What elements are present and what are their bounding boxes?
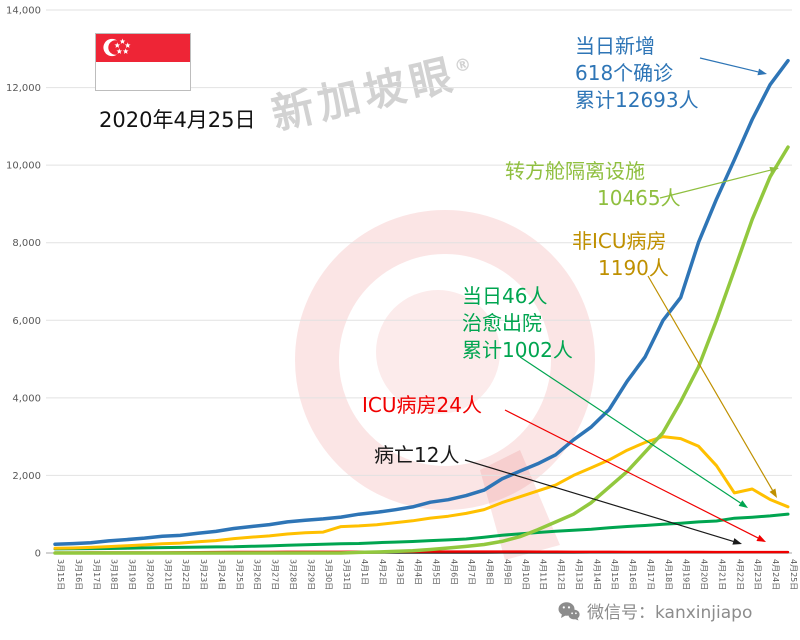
svg-text:4月23日: 4月23日 (753, 559, 762, 590)
annotation-line: 618个确诊 (575, 61, 674, 85)
svg-text:4月17日: 4月17日 (646, 559, 655, 590)
annotation-non-icu-ward: 非ICU病房 1190人 (572, 228, 669, 282)
svg-text:4月11日: 4月11日 (539, 559, 548, 590)
wechat-footer: 微信号：kanxinjiapo (558, 598, 752, 623)
annotation-isolation-facility: 转方舱隔离设施 10465人 (505, 158, 681, 212)
svg-text:4月16日: 4月16日 (628, 559, 637, 590)
annotation-confirmed-cases: 当日新增 618个确诊 累计12693人 (575, 33, 699, 114)
annotation-arrows (464, 57, 779, 545)
annotation-line: 治愈出院 (462, 311, 542, 335)
svg-text:3月25日: 3月25日 (235, 559, 244, 590)
svg-text:4月21日: 4月21日 (717, 559, 726, 590)
svg-text:4月19日: 4月19日 (682, 559, 691, 590)
svg-text:4月6日: 4月6日 (449, 559, 458, 585)
svg-text:4月12日: 4月12日 (557, 559, 566, 590)
series-lines (53, 58, 790, 555)
svg-text:4月2日: 4月2日 (378, 559, 387, 585)
svg-text:4月10日: 4月10日 (521, 559, 530, 590)
x-axis-labels: 3月15日 3月16日 3月17日 3月18日 3月19日 3月20日 3月21日 3月22日… (56, 559, 798, 590)
svg-text:4月3日: 4月3日 (396, 559, 405, 585)
annotation-line: 1190人 (598, 256, 669, 280)
svg-text:4月24日: 4月24日 (771, 559, 780, 590)
svg-text:4月5日: 4月5日 (431, 559, 440, 585)
annotation-line: 非ICU病房 (572, 229, 667, 253)
singapore-flag-icon (95, 33, 191, 91)
annotation-line: 累计1002人 (462, 338, 573, 362)
annotation-line: 当日新增 (575, 34, 655, 58)
annotation-discharged: 当日46人 治愈出院 累计1002人 (462, 283, 573, 364)
svg-text:4月4日: 4月4日 (414, 559, 423, 585)
svg-text:3月26日: 3月26日 (253, 559, 262, 590)
svg-text:8,000: 8,000 (12, 238, 41, 249)
annotation-line: ICU病房24人 (362, 393, 482, 417)
svg-text:3月21日: 3月21日 (163, 559, 172, 590)
wechat-icon (558, 601, 580, 620)
svg-text:3月24日: 3月24日 (217, 559, 226, 590)
annotation-icu-ward: ICU病房24人 (362, 392, 482, 419)
date-label: 2020年4月25日 (99, 108, 256, 132)
svg-text:4月18日: 4月18日 (664, 559, 673, 590)
svg-text:3月15日: 3月15日 (56, 559, 65, 590)
annotation-line: 转方舱隔离设施 (505, 159, 645, 183)
svg-text:4月20日: 4月20日 (700, 559, 709, 590)
annotation-line: 当日46人 (462, 284, 548, 308)
svg-text:4月8日: 4月8日 (485, 559, 494, 585)
svg-text:3月31日: 3月31日 (342, 559, 351, 590)
svg-text:3月27日: 3月27日 (271, 559, 280, 590)
svg-text:3月17日: 3月17日 (92, 559, 101, 590)
svg-text:3月22日: 3月22日 (181, 559, 190, 590)
annotation-line: 10465人 (597, 186, 681, 210)
series-isolation (53, 145, 790, 555)
svg-text:4,000: 4,000 (12, 393, 41, 404)
svg-text:4月15日: 4月15日 (610, 559, 619, 590)
svg-text:14,000: 14,000 (6, 6, 41, 17)
svg-text:4月1日: 4月1日 (360, 559, 369, 585)
svg-text:4月22日: 4月22日 (735, 559, 744, 590)
svg-text:2,000: 2,000 (12, 471, 41, 482)
series-discharged (53, 512, 790, 551)
y-axis-labels: 0 2,000 4,000 6,000 8,000 10,000 12,000 14,000 (6, 6, 41, 560)
svg-text:4月13日: 4月13日 (574, 559, 583, 590)
svg-text:3月19日: 3月19日 (128, 559, 137, 590)
svg-text:0: 0 (35, 549, 41, 560)
annotation-line: 累计12693人 (575, 88, 699, 112)
wechat-id: 微信号：kanxinjiapo (587, 603, 753, 623)
svg-text:10,000: 10,000 (6, 161, 41, 172)
svg-text:3月29日: 3月29日 (306, 559, 315, 590)
series-confirmed (53, 58, 790, 546)
svg-text:3月20日: 3月20日 (145, 559, 154, 590)
svg-text:6,000: 6,000 (12, 316, 41, 327)
svg-text:3月23日: 3月23日 (199, 559, 208, 590)
annotation-deaths: 病亡12人 (374, 442, 459, 469)
svg-text:3月18日: 3月18日 (110, 559, 119, 590)
svg-text:3月16日: 3月16日 (74, 559, 83, 590)
series-non_icu (53, 435, 790, 550)
svg-text:3月30日: 3月30日 (324, 559, 333, 590)
svg-text:3月28日: 3月28日 (288, 559, 297, 590)
svg-text:12,000: 12,000 (6, 83, 41, 94)
annotation-line: 病亡12人 (374, 443, 460, 467)
svg-text:4月9日: 4月9日 (503, 559, 512, 585)
svg-text:4月25日: 4月25日 (789, 559, 798, 590)
svg-text:4月7日: 4月7日 (467, 559, 476, 585)
svg-text:4月14日: 4月14日 (592, 559, 601, 590)
